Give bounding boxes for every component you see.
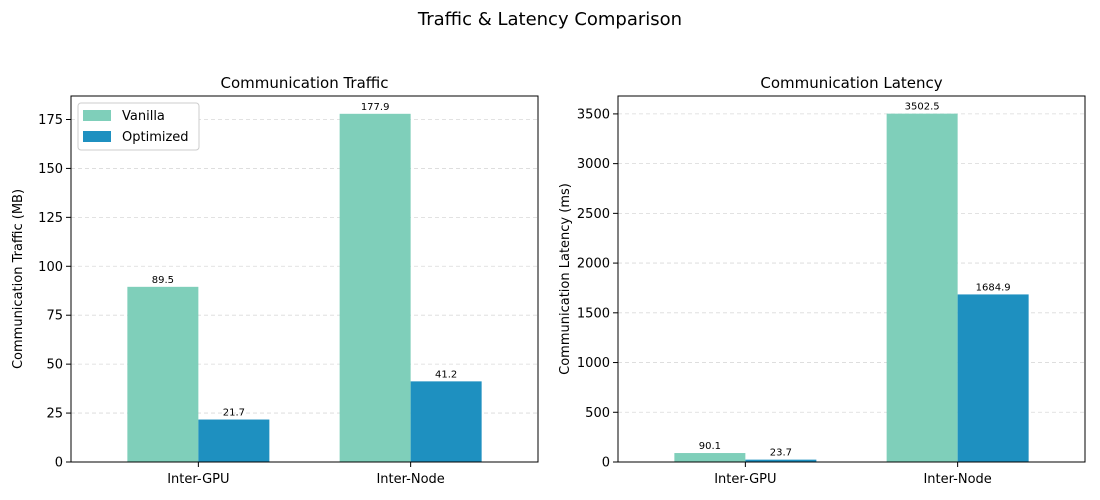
y-tick-label: 1000 <box>577 356 610 371</box>
legend: Vanilla Optimized <box>77 102 200 151</box>
y-tick-label: 75 <box>46 309 63 324</box>
y-tick-label: 500 <box>585 406 610 421</box>
y-tick-label: 100 <box>38 260 63 275</box>
y-axis-label: Communication Latency (ms) <box>558 183 573 375</box>
x-tick-label: Inter-GPU <box>167 472 229 487</box>
chart-panel-2: 90.1 3502.5 23.7 1684.9 0 500 1000 1500 2000 2500… <box>558 74 1086 487</box>
y-tick-label: 50 <box>46 358 63 373</box>
legend-swatch-vanilla <box>83 110 111 121</box>
bar-optimized-inter-gpu <box>745 459 817 462</box>
y-tick-label: 0 <box>602 456 610 471</box>
data-label: 1684.9 <box>976 282 1011 293</box>
legend-swatch-optimized <box>83 131 111 142</box>
bar-vanilla-inter-node <box>339 113 411 462</box>
y-tick-label: 3500 <box>577 107 610 122</box>
y-tick-label: 1500 <box>577 306 610 321</box>
chart-panel-1: 89.5 177.9 21.7 41.2 0 25 50 75 100 125 150 175 Inte… <box>11 74 539 487</box>
chart-title: Communication Latency <box>760 74 942 92</box>
y-tick-label: 2000 <box>577 257 610 272</box>
data-label: 21.7 <box>223 408 245 419</box>
data-label: 90.1 <box>699 441 721 452</box>
y-tick-label: 2500 <box>577 207 610 222</box>
y-tick-label: 25 <box>46 407 63 422</box>
y-tick-label: 150 <box>38 162 63 177</box>
plot-frame <box>617 95 1086 463</box>
bar-vanilla-inter-gpu <box>127 286 199 462</box>
y-tick-label: 0 <box>55 456 63 471</box>
data-label: 89.5 <box>152 275 174 286</box>
bar-optimized-inter-gpu <box>198 419 270 462</box>
bar-vanilla-inter-node <box>886 113 958 462</box>
bar-optimized-inter-node <box>410 381 482 462</box>
legend-label-optimized: Optimized <box>122 130 189 145</box>
x-tick-label: Inter-Node <box>923 472 991 487</box>
y-axis-label: Communication Traffic (MB) <box>11 189 26 369</box>
data-label: 23.7 <box>770 448 792 459</box>
data-label: 41.2 <box>435 369 457 380</box>
data-label: 177.9 <box>361 102 390 113</box>
data-label: 3502.5 <box>905 102 940 113</box>
figure-title: Traffic & Latency Comparison <box>417 9 682 30</box>
x-tick-label: Inter-Node <box>376 472 444 487</box>
y-tick-label: 175 <box>38 113 63 128</box>
bar-vanilla-inter-gpu <box>674 453 746 462</box>
plot-frame <box>70 95 539 463</box>
y-tick-label: 125 <box>38 211 63 226</box>
bar-optimized-inter-node <box>957 294 1029 462</box>
x-tick-label: Inter-GPU <box>714 472 776 487</box>
legend-label-vanilla: Vanilla <box>122 109 165 124</box>
chart-title: Communication Traffic <box>220 74 388 92</box>
y-tick-label: 3000 <box>577 157 610 172</box>
